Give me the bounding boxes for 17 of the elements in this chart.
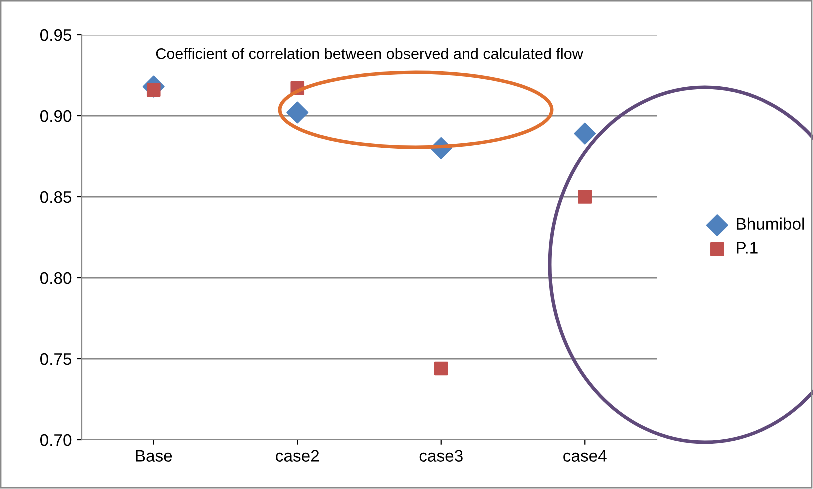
y-tick-label: 0.80 xyxy=(40,272,72,284)
y-tick-label: 0.95 xyxy=(40,29,72,42)
y-tick-label: 0.90 xyxy=(40,110,72,122)
y-tick-label: 0.85 xyxy=(40,191,72,204)
y-tick-label: 0.70 xyxy=(40,434,72,446)
point xyxy=(574,122,596,145)
x-tick-label: case3 xyxy=(420,450,463,462)
x-tick-label: case4 xyxy=(564,450,607,462)
point xyxy=(434,362,448,376)
text: Coefficient of correlation between observed and calculated flow xyxy=(156,48,584,60)
point xyxy=(286,102,309,124)
legend-label: Bhumibol xyxy=(737,218,804,230)
x-tick-label: Base xyxy=(136,450,172,462)
point xyxy=(578,190,592,204)
legend-label: P.1 xyxy=(737,242,758,254)
x-tick-label: case2 xyxy=(276,450,320,462)
y-tick-label: 0.75 xyxy=(40,353,72,366)
